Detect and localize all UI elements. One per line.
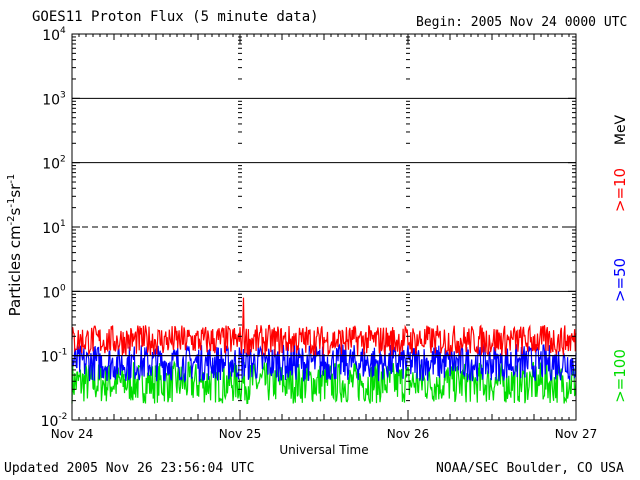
legend-entry-ge50: >=50	[611, 258, 629, 302]
begin-time: Begin: 2005 Nov 24 0000 UTC	[416, 15, 628, 30]
y-tick-label: 101	[42, 219, 66, 237]
y-tick-label: 103	[42, 90, 66, 108]
y-label-part1: Particles cm	[6, 225, 24, 316]
series-layer	[71, 297, 577, 405]
x-axis-label: Universal Time	[279, 443, 368, 457]
series-line-ge10	[71, 297, 577, 358]
legend-entry-ge100: >=100	[611, 349, 629, 403]
legend-entry-ge10: >=10	[611, 168, 629, 212]
y-tick-label: 104	[42, 26, 66, 44]
y-tick-label: 10-1	[41, 348, 68, 366]
legend-unit: MeV	[613, 114, 629, 145]
y-tick-label: 10-2	[41, 412, 68, 430]
x-tick-label: Nov 27	[555, 427, 598, 441]
x-tick-label: Nov 25	[219, 427, 262, 441]
series-line-ge50	[71, 343, 577, 384]
plot-frame	[71, 33, 577, 421]
x-tick-label: Nov 26	[387, 427, 430, 441]
updated-timestamp: Updated 2005 Nov 26 23:56:04 UTC	[4, 461, 255, 476]
credit-label: NOAA/SEC Boulder, CO USA	[436, 461, 624, 476]
y-axis-label: Particles cm-2s-1sr-1	[6, 174, 24, 317]
chart-title: GOES11 Proton Flux (5 minute data)	[32, 9, 319, 25]
y-tick-label: 102	[42, 155, 66, 173]
y-tick-label: 100	[42, 283, 66, 301]
x-tick-label: Nov 24	[51, 427, 94, 441]
